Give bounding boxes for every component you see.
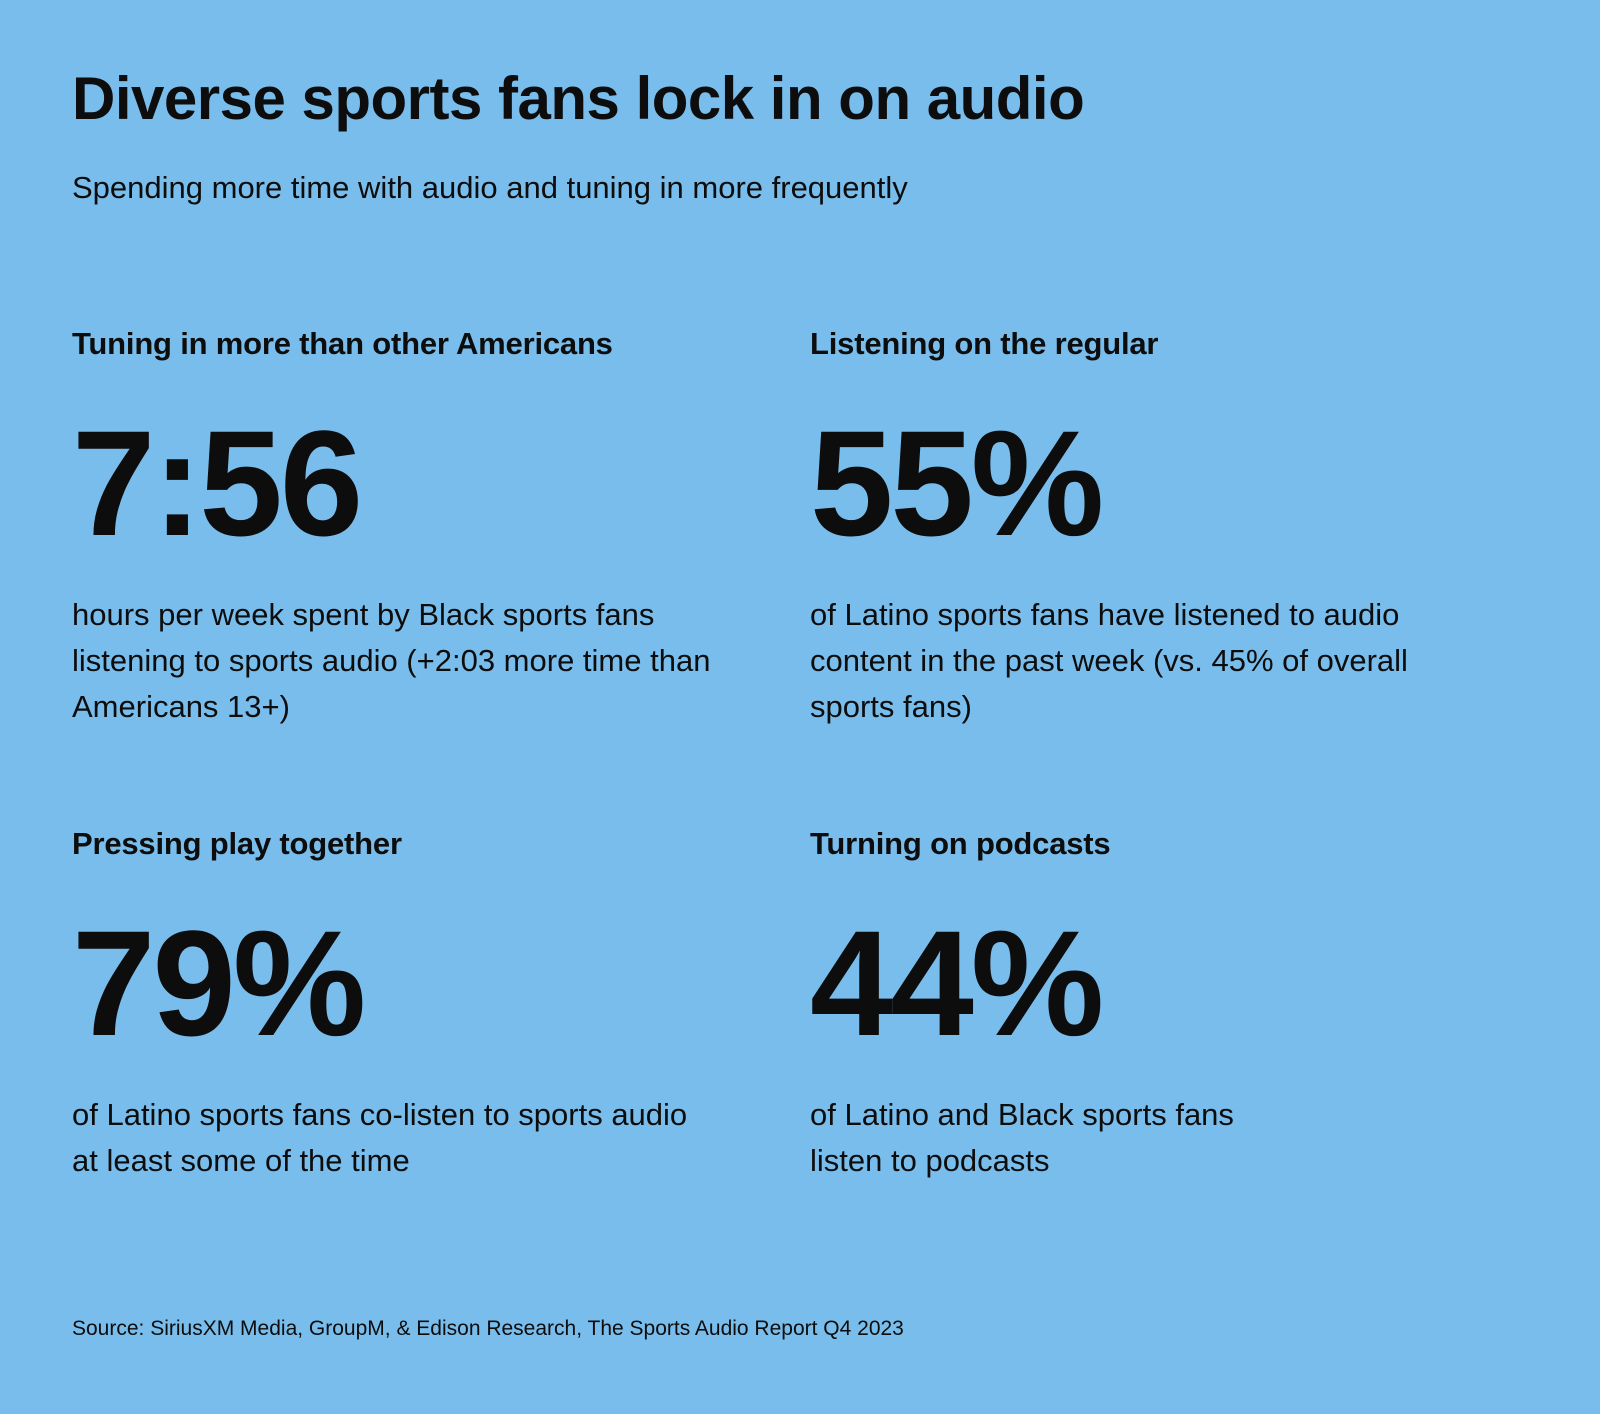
stat-value: 44% <box>810 898 1104 1067</box>
stat-value: 7:56 <box>72 399 363 568</box>
stat-value: 79% <box>72 898 366 1067</box>
stat-description: of Latino sports fans co-listen to sport… <box>72 1096 688 1178</box>
stat-block-listening-regular: Listening on the regular 55% of Latino s… <box>810 326 1528 730</box>
stat-description: of Latino sports fans have listened to a… <box>810 597 1408 725</box>
stat-heading: Pressing play together <box>72 825 402 861</box>
source-citation: Source: SiriusXM Media, GroupM, & Edison… <box>72 1316 904 1340</box>
stats-grid: Tuning in more than other Americans 7:56… <box>72 326 1528 1183</box>
stat-block-podcasts: Turning on podcasts 44% of Latino and Bl… <box>810 826 1528 1184</box>
stat-description: of Latino and Black sports fans listen t… <box>810 1096 1234 1178</box>
stat-heading: Tuning in more than other Americans <box>72 326 613 362</box>
stat-value: 55% <box>810 399 1104 568</box>
stat-block-pressing-play: Pressing play together 79% of Latino spo… <box>72 826 810 1184</box>
page-title: Diverse sports fans lock in on audio <box>72 65 1085 132</box>
stat-heading: Listening on the regular <box>810 326 1159 362</box>
page-subtitle: Spending more time with audio and tuning… <box>72 170 908 205</box>
stat-block-tuning-in: Tuning in more than other Americans 7:56… <box>72 326 810 730</box>
stat-heading: Turning on podcasts <box>810 825 1111 861</box>
stat-description: hours per week spent by Black sports fan… <box>72 597 711 725</box>
